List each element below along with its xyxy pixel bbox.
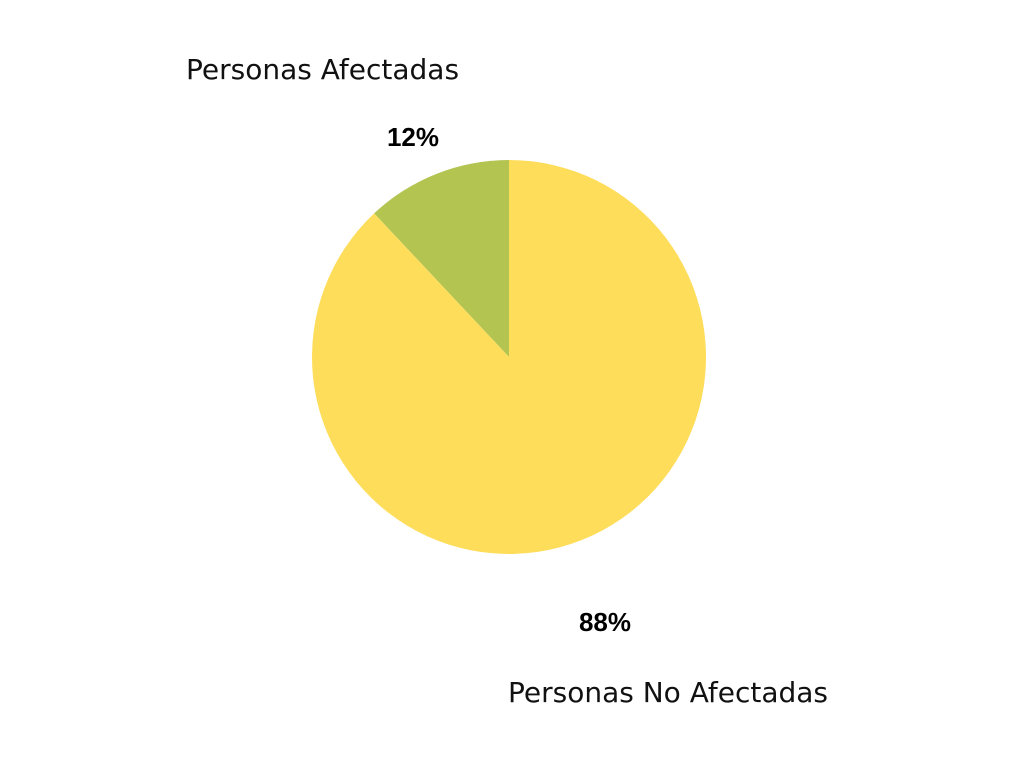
- value-label-no-afectadas: 88%: [579, 607, 631, 637]
- pie-slice-afectadas: [374, 160, 509, 357]
- pie-slices: [311, 160, 706, 554]
- pie-slice-no-afectadas: [311, 160, 706, 554]
- category-label-no-afectadas: Personas No Afectadas: [508, 676, 828, 709]
- value-label-afectadas: 12%: [387, 122, 439, 152]
- category-label-afectadas: Personas Afectadas: [186, 53, 459, 86]
